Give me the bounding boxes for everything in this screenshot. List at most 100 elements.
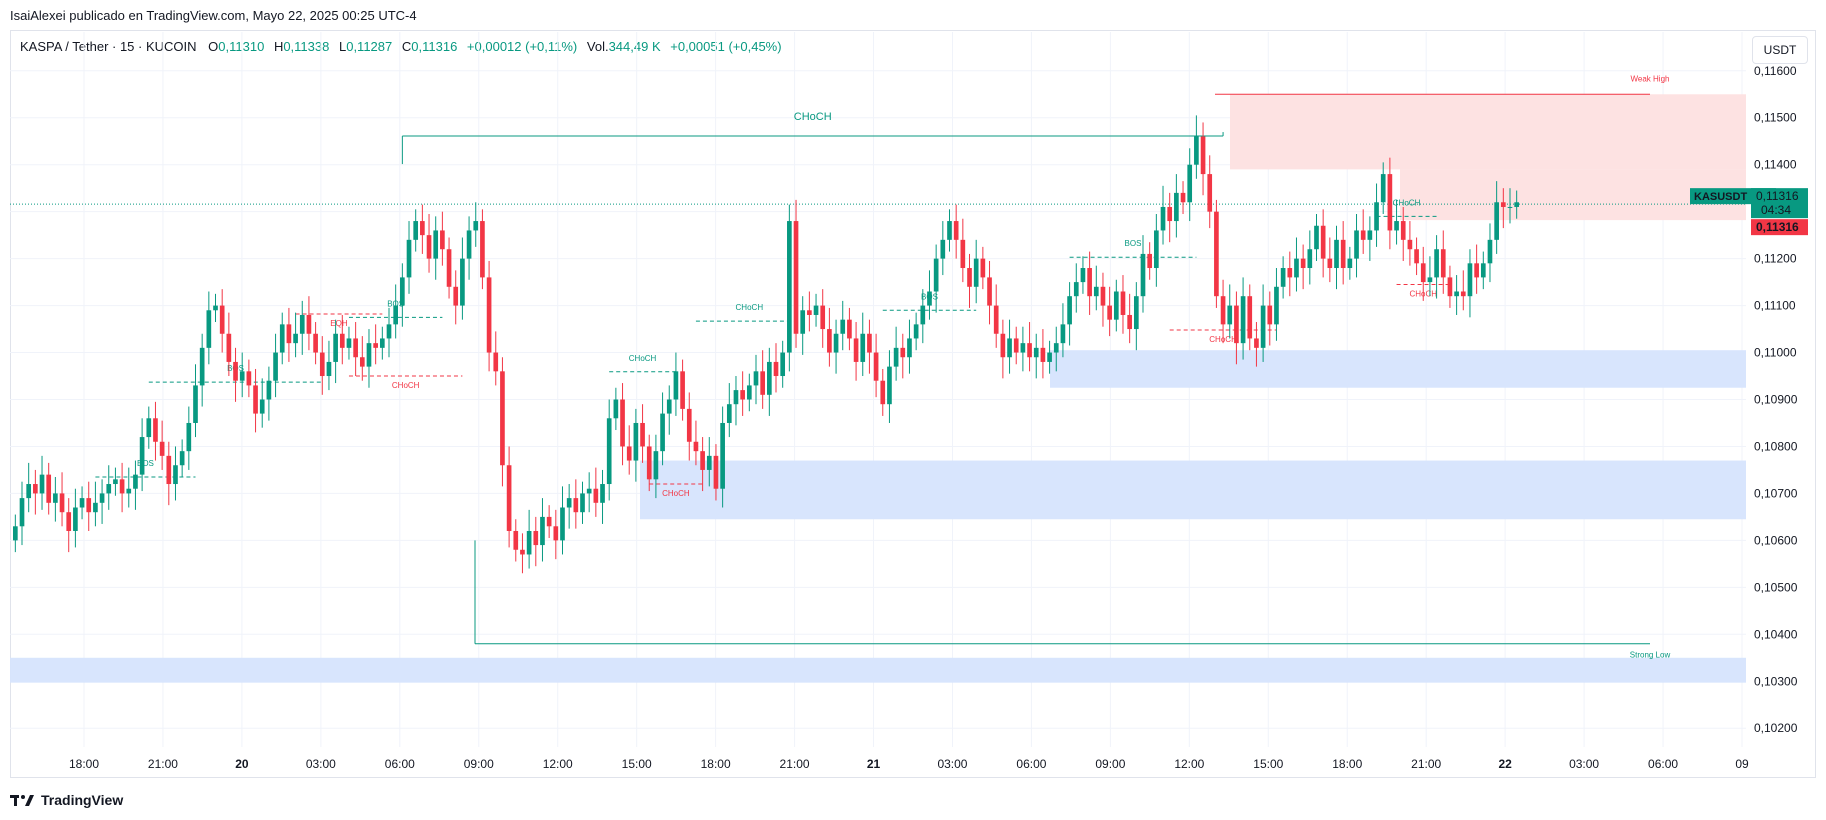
candle-body bbox=[927, 291, 932, 306]
candle-body bbox=[339, 333, 345, 348]
candle-body bbox=[706, 455, 712, 470]
candle-body bbox=[1234, 305, 1239, 344]
candle-body bbox=[313, 333, 318, 353]
candle-body bbox=[253, 385, 258, 414]
candle-body bbox=[299, 314, 305, 334]
candle-body bbox=[713, 455, 719, 489]
candle-body bbox=[466, 230, 472, 259]
time-tick-label: 03:00 bbox=[1569, 757, 1599, 771]
candle-body bbox=[1374, 202, 1379, 231]
candle-body bbox=[426, 235, 432, 259]
candle-body bbox=[306, 314, 312, 334]
price-tick-label: 0,11000 bbox=[1754, 346, 1797, 360]
symbol-name[interactable]: KASPA / Tether · 15 · KUCOIN bbox=[20, 39, 197, 54]
price-tick-label: 0,10200 bbox=[1754, 721, 1798, 735]
time-tick-label: 21:00 bbox=[1411, 757, 1441, 771]
candle-body bbox=[1294, 258, 1299, 278]
last-price-tag bbox=[1751, 219, 1808, 236]
candle-body bbox=[813, 305, 819, 315]
price-tick-label: 0,11200 bbox=[1754, 252, 1797, 266]
price-tag bbox=[1751, 188, 1808, 219]
candle-body bbox=[446, 249, 452, 287]
structure-level-label: CHoCH bbox=[1393, 198, 1421, 207]
candle-body bbox=[126, 488, 132, 494]
candle-body bbox=[119, 479, 125, 494]
candle-body bbox=[500, 371, 505, 466]
candle-body bbox=[847, 319, 852, 339]
candle-body bbox=[46, 474, 52, 503]
candle-body bbox=[1387, 174, 1393, 231]
tradingview-footer[interactable]: TradingView bbox=[10, 792, 123, 808]
candle-body bbox=[867, 333, 872, 353]
candle-body bbox=[193, 385, 198, 423]
change-value: +0,00012 (+0,11%) bbox=[466, 39, 578, 54]
candle-body bbox=[593, 488, 599, 503]
candle-body bbox=[1113, 291, 1119, 320]
candle-body bbox=[993, 305, 999, 334]
candle-body bbox=[560, 507, 565, 541]
candle-body bbox=[546, 516, 552, 527]
candle-body bbox=[1340, 239, 1346, 269]
demand-zone bbox=[640, 460, 1746, 520]
candle-body bbox=[1087, 268, 1092, 297]
symbol-legend: KASPA / Tether · 15 · KUCOIN O0,11310 H0… bbox=[20, 39, 782, 54]
time-tick-label: 09:00 bbox=[1095, 757, 1125, 771]
price-tick-label: 0,11500 bbox=[1754, 111, 1797, 125]
candle-body bbox=[1434, 249, 1439, 278]
candle-body bbox=[853, 338, 859, 362]
time-tick-label: 18:00 bbox=[69, 757, 99, 771]
candle-body bbox=[953, 221, 959, 240]
candle-body bbox=[840, 319, 846, 334]
candle-body bbox=[773, 361, 779, 377]
candle-body bbox=[726, 404, 732, 423]
candle-body bbox=[400, 277, 405, 306]
candle-body bbox=[1227, 305, 1233, 325]
candle-body bbox=[1040, 347, 1046, 362]
candle-body bbox=[66, 512, 72, 531]
candle-body bbox=[146, 418, 152, 438]
candle-body bbox=[907, 338, 912, 358]
candle-body bbox=[53, 493, 58, 503]
structure-level-label: BOS bbox=[137, 459, 154, 468]
candle-body bbox=[1447, 277, 1453, 297]
candle-body bbox=[1207, 174, 1213, 212]
price-axis: 0,116000,115000,114000,113000,112000,111… bbox=[1754, 64, 1798, 735]
candle-body bbox=[1220, 296, 1226, 325]
candle-body bbox=[1274, 286, 1279, 325]
candle-body bbox=[933, 258, 939, 292]
candle-body bbox=[760, 371, 765, 395]
candle-body bbox=[1067, 296, 1072, 325]
candle-body bbox=[860, 333, 866, 362]
high-label: H bbox=[273, 39, 284, 54]
candle-body bbox=[700, 451, 705, 470]
time-tick-label: 12:00 bbox=[543, 757, 573, 771]
candle-body bbox=[1247, 296, 1253, 339]
candle-body bbox=[359, 357, 365, 367]
candle-body bbox=[987, 277, 992, 306]
candle-body bbox=[1427, 277, 1433, 283]
time-tick-label: 03:00 bbox=[306, 757, 336, 771]
candle-body bbox=[940, 239, 946, 259]
currency-button[interactable]: USDT bbox=[1752, 36, 1808, 64]
zones bbox=[10, 94, 1746, 683]
candle-body bbox=[219, 305, 225, 334]
high-value: 0,11338 bbox=[283, 39, 330, 54]
candle-body bbox=[326, 361, 332, 377]
candle-body bbox=[893, 347, 899, 367]
candle-body bbox=[199, 347, 205, 386]
candle-body bbox=[1474, 263, 1479, 278]
candle-body bbox=[113, 479, 118, 485]
candle-body bbox=[1020, 343, 1026, 353]
low-label: L bbox=[338, 39, 347, 54]
candle-body bbox=[753, 371, 759, 386]
time-tick-label: 21 bbox=[867, 757, 881, 771]
candle-body bbox=[767, 361, 772, 395]
price-tick-label: 0,11600 bbox=[1754, 64, 1797, 78]
candle-body bbox=[1420, 263, 1426, 283]
candle-body bbox=[1367, 230, 1373, 240]
footer-brand: TradingView bbox=[41, 792, 124, 808]
structure-level-label: EQH bbox=[330, 319, 348, 328]
candle-body bbox=[233, 361, 238, 381]
candle-body bbox=[333, 333, 338, 362]
